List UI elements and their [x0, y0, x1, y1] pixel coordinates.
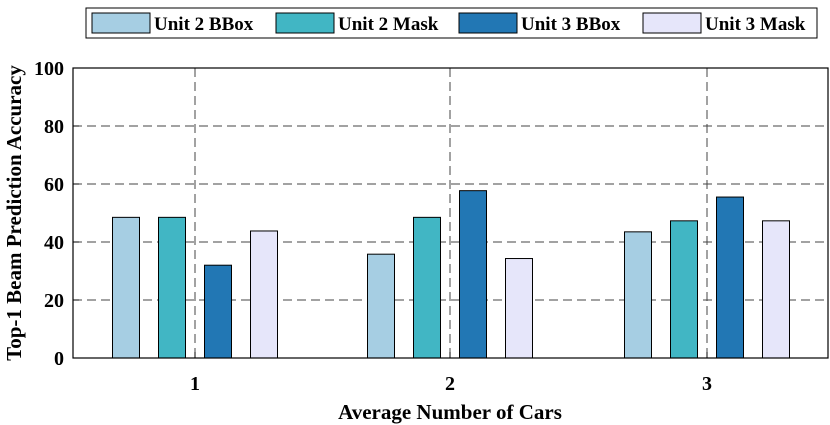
bar-unit-3-bbox-1 [204, 264, 232, 359]
legend-label: Unit 3 Mask [705, 14, 806, 35]
bar-unit-2-bbox-1 [112, 216, 140, 359]
x-axis-label: Average Number of Cars [338, 400, 562, 424]
legend-swatch [642, 12, 702, 34]
legend-label: Unit 2 BBox [154, 14, 254, 35]
legend-label: Unit 3 BBox [521, 14, 621, 35]
grid-lines [73, 68, 828, 358]
bar-unit-2-mask-1 [158, 216, 186, 359]
legend-swatch [275, 12, 335, 34]
legend: Unit 2 BBox Unit 2 Mask Unit 3 BBox Unit 3 … [85, 7, 818, 39]
bars [112, 190, 790, 359]
x-tick-label: 1 [190, 373, 200, 395]
bar-unit-3-bbox-3 [716, 196, 744, 359]
bar-unit-3-mask-2 [505, 258, 533, 359]
x-tick-labels: 1 2 3 [190, 352, 712, 395]
bar-unit-3-bbox-2 [459, 190, 487, 359]
bar-unit-3-mask-1 [250, 230, 278, 359]
legend-swatch [458, 12, 518, 34]
x-tick-label: 3 [702, 373, 712, 395]
y-tick-label: 40 [44, 232, 64, 254]
y-tick-label: 100 [34, 58, 64, 80]
y-tick-label: 80 [44, 116, 64, 138]
bar-unit-2-mask-3 [670, 220, 698, 359]
bar-unit-2-mask-2 [413, 216, 441, 359]
legend-label: Unit 2 Mask [338, 14, 439, 35]
y-tick-label: 60 [44, 174, 64, 196]
bar-unit-2-bbox-2 [367, 253, 395, 359]
y-tick-label: 0 [54, 348, 64, 370]
bar-unit-3-mask-3 [762, 220, 790, 359]
bar-unit-2-bbox-3 [624, 231, 652, 359]
x-tick-label: 2 [445, 373, 455, 395]
y-axis-label: Top-1 Beam Prediction Accuracy [2, 65, 26, 361]
y-tick-label: 20 [44, 290, 64, 312]
y-tick-labels: 0 20 40 60 80 100 [34, 58, 79, 370]
legend-swatch [91, 12, 151, 34]
